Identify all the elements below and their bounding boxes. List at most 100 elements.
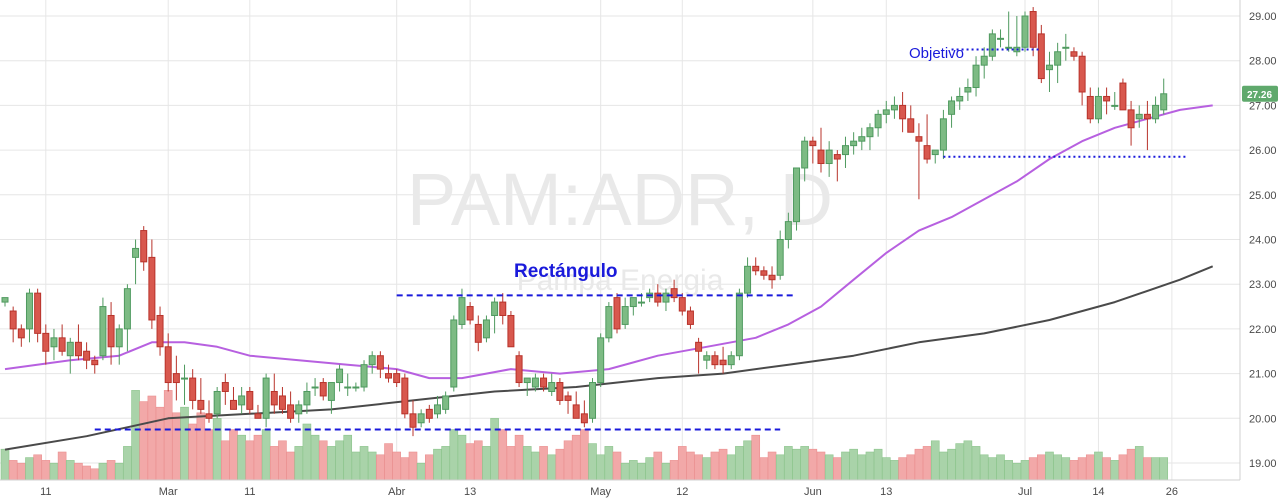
volume-bar bbox=[1118, 454, 1128, 481]
candle-body bbox=[997, 37, 1005, 40]
candle-body bbox=[580, 413, 588, 424]
candle-body bbox=[344, 386, 352, 389]
volume-bar bbox=[637, 462, 646, 481]
candle-body bbox=[564, 395, 572, 401]
candle-body bbox=[287, 404, 295, 419]
volume-bar bbox=[384, 443, 393, 481]
last-price-value: 27.26 bbox=[1247, 90, 1272, 101]
candle-body bbox=[735, 292, 743, 357]
volume-bar bbox=[947, 448, 956, 481]
price-tick-label: 22.00 bbox=[1249, 324, 1277, 336]
last-price-tag: 27.26 bbox=[1242, 85, 1278, 102]
volume-bar bbox=[906, 454, 916, 481]
volume-bar bbox=[490, 418, 499, 481]
time-axis[interactable]: 11 Mar 11 Abr 13 May 12 Jun 13 Jul 14 26 bbox=[0, 479, 1240, 499]
volume-bar bbox=[841, 451, 850, 481]
candle-body bbox=[833, 154, 841, 160]
candle-body bbox=[670, 288, 678, 299]
volume-bar bbox=[694, 454, 703, 481]
price-tick-label: 27.00 bbox=[1249, 100, 1277, 112]
volume-bar bbox=[653, 451, 663, 481]
volume-bar bbox=[1134, 446, 1144, 481]
volume-bar bbox=[41, 460, 51, 481]
volume-bar bbox=[457, 434, 467, 481]
volume-bar bbox=[816, 451, 826, 481]
candle-body bbox=[531, 377, 539, 388]
candle-body bbox=[417, 413, 425, 424]
candle-body bbox=[882, 109, 890, 115]
candle-body bbox=[1086, 95, 1094, 120]
candle-body bbox=[254, 413, 262, 419]
candle-body bbox=[1037, 33, 1045, 80]
candle-body bbox=[164, 346, 172, 384]
candle-body bbox=[221, 382, 229, 392]
candle-body bbox=[744, 265, 752, 294]
time-axis-panel bbox=[0, 480, 1240, 499]
volume-bar bbox=[49, 462, 59, 481]
candle-body bbox=[768, 274, 776, 281]
ma-slow-line bbox=[4, 265, 1214, 451]
volume-bar bbox=[123, 446, 132, 481]
volume-bar bbox=[849, 448, 858, 481]
volume-bar bbox=[890, 460, 899, 481]
volume-bar bbox=[922, 446, 932, 481]
volume-bar bbox=[367, 451, 377, 481]
candle-body bbox=[140, 230, 148, 263]
volume-bar bbox=[857, 454, 867, 481]
price-tick-label: 29.00 bbox=[1249, 11, 1277, 23]
candle-body bbox=[548, 382, 556, 392]
price-axis-panel bbox=[1240, 0, 1280, 499]
candle-body bbox=[303, 390, 311, 406]
candle-body bbox=[327, 382, 335, 401]
volume-bar bbox=[25, 457, 34, 481]
volume-bar bbox=[800, 446, 809, 481]
candle-body bbox=[760, 270, 768, 276]
candle-body bbox=[25, 292, 33, 330]
volume-bar bbox=[221, 440, 230, 481]
candle-body bbox=[123, 288, 131, 330]
candle-body bbox=[972, 64, 980, 89]
volume-bar bbox=[645, 457, 654, 481]
volume-bar bbox=[425, 454, 434, 481]
price-axis[interactable]: 19.00 20.00 21.00 22.00 23.00 24.00 25.00 26.00… bbox=[1239, 0, 1280, 499]
volume-bar bbox=[955, 443, 965, 481]
candle-body bbox=[629, 297, 637, 308]
candle-body bbox=[197, 399, 205, 410]
candle-body bbox=[931, 149, 939, 156]
candle-body bbox=[238, 395, 246, 406]
candle-body bbox=[360, 364, 368, 388]
volume-bar bbox=[1020, 460, 1030, 481]
candle-body bbox=[621, 306, 629, 325]
volume-bar bbox=[1151, 457, 1160, 481]
volume-bar bbox=[767, 451, 777, 481]
candle-body bbox=[1160, 93, 1168, 111]
candle-body bbox=[809, 140, 817, 147]
candle-body bbox=[1119, 82, 1127, 111]
candle-body bbox=[1143, 113, 1151, 120]
candle-body bbox=[148, 256, 156, 321]
candle-body bbox=[1029, 11, 1037, 48]
volume-bar bbox=[531, 451, 540, 481]
volume-bar bbox=[1143, 457, 1152, 481]
candle-body bbox=[988, 33, 996, 57]
candle-body bbox=[1021, 15, 1029, 48]
last-price-badge bbox=[1242, 85, 1278, 102]
volume-bar bbox=[1085, 454, 1095, 481]
volume-bar bbox=[514, 434, 524, 481]
volume-bar bbox=[359, 446, 369, 481]
volume-bar bbox=[612, 451, 622, 481]
volume-bar bbox=[629, 460, 638, 481]
candle-body bbox=[270, 390, 278, 406]
candle-body bbox=[1078, 55, 1086, 93]
volume-bar bbox=[881, 457, 891, 481]
candle-body bbox=[964, 87, 972, 93]
candle-body bbox=[678, 297, 686, 312]
volume-bar bbox=[620, 462, 630, 481]
candle-body bbox=[711, 355, 719, 366]
candle-body bbox=[311, 386, 319, 389]
volume-bar bbox=[441, 446, 450, 481]
candle-body bbox=[1062, 46, 1070, 49]
candle-body bbox=[589, 382, 597, 419]
candle-body bbox=[841, 145, 849, 156]
candle-body bbox=[1135, 113, 1143, 120]
